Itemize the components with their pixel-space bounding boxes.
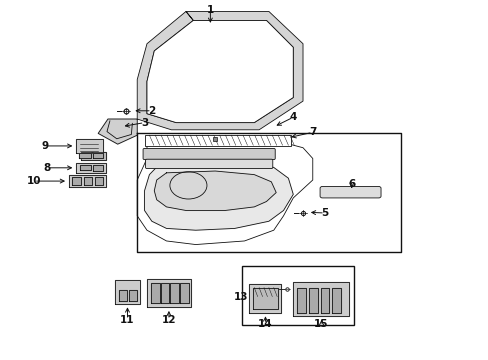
Polygon shape (119, 290, 127, 301)
Polygon shape (320, 288, 329, 313)
Polygon shape (80, 165, 91, 170)
Polygon shape (129, 290, 137, 301)
Bar (144, 135, 290, 146)
Text: 4: 4 (289, 112, 296, 122)
Polygon shape (144, 158, 293, 230)
Polygon shape (95, 177, 103, 185)
Polygon shape (151, 283, 159, 303)
Polygon shape (249, 284, 281, 313)
Polygon shape (76, 163, 105, 173)
Text: 3: 3 (141, 118, 148, 128)
Polygon shape (137, 12, 303, 130)
Polygon shape (147, 21, 293, 123)
Bar (242, 266, 353, 325)
Polygon shape (160, 283, 169, 303)
Text: 15: 15 (314, 319, 328, 329)
Text: 7: 7 (308, 127, 316, 137)
Polygon shape (79, 153, 91, 158)
Text: 8: 8 (43, 163, 51, 173)
Polygon shape (180, 283, 188, 303)
FancyBboxPatch shape (320, 186, 380, 198)
Polygon shape (93, 153, 103, 158)
Polygon shape (81, 152, 105, 160)
Polygon shape (147, 279, 190, 307)
Polygon shape (115, 280, 140, 304)
Polygon shape (69, 175, 105, 187)
Polygon shape (154, 171, 276, 211)
Text: 5: 5 (321, 208, 328, 218)
Text: 13: 13 (233, 292, 248, 302)
Text: 14: 14 (258, 319, 272, 329)
Polygon shape (297, 288, 305, 313)
Polygon shape (137, 134, 400, 252)
Polygon shape (308, 288, 317, 313)
Text: 2: 2 (148, 106, 155, 116)
Polygon shape (93, 165, 103, 171)
Polygon shape (76, 139, 103, 153)
Polygon shape (331, 288, 340, 313)
Text: 9: 9 (41, 141, 48, 151)
Text: 11: 11 (120, 315, 135, 325)
Text: 10: 10 (26, 176, 41, 186)
Polygon shape (293, 282, 348, 316)
Polygon shape (170, 283, 179, 303)
Polygon shape (83, 177, 92, 185)
Text: 1: 1 (206, 5, 214, 15)
Polygon shape (253, 288, 277, 309)
FancyBboxPatch shape (143, 148, 275, 159)
Text: 12: 12 (162, 315, 176, 325)
Polygon shape (98, 119, 137, 144)
Polygon shape (72, 177, 81, 185)
Text: 6: 6 (347, 179, 355, 189)
FancyBboxPatch shape (145, 159, 272, 168)
